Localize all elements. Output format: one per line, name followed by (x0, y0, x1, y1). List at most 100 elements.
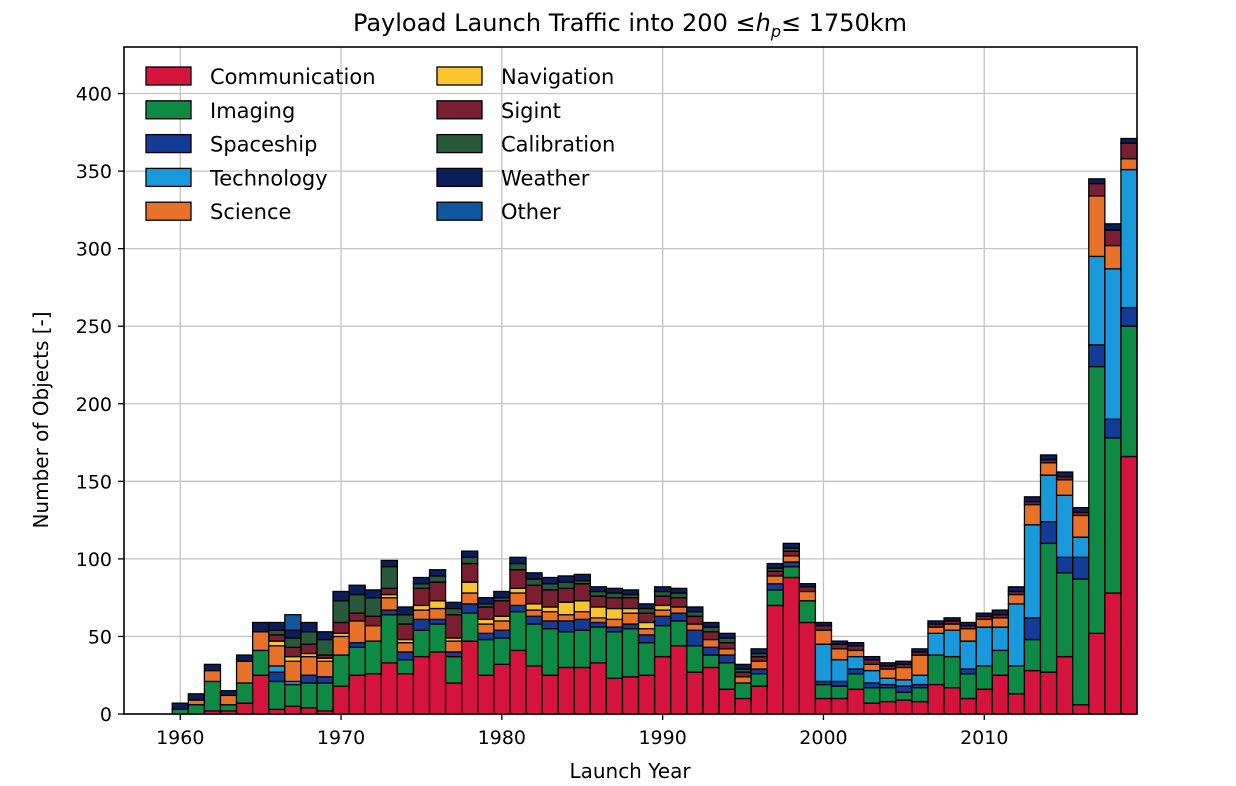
bar-segment-imaging (879, 686, 897, 703)
legend-item-spaceship: Spaceship (145, 133, 317, 157)
bar-segment-spaceship (895, 685, 913, 693)
legend-swatch (436, 100, 483, 120)
bar-segment-imaging (798, 600, 817, 624)
bar-segment-communication (686, 671, 704, 715)
bar-segment-weather (702, 621, 720, 628)
bar-segment-science (879, 668, 897, 679)
bar-segment-spaceship (782, 561, 800, 568)
bar-segment-imaging (525, 623, 543, 667)
bar-segment-weather (284, 629, 302, 639)
y-tick-label: 100 (76, 549, 112, 571)
bar-segment-imaging (718, 662, 736, 690)
bar-segment-communication (332, 685, 350, 715)
bar-segment-navigation (589, 606, 608, 619)
legend-item-calibration: Calibration (436, 133, 615, 157)
y-tick-label: 300 (76, 239, 112, 261)
bar-segment-communication (1055, 655, 1074, 715)
bar-segment-imaging (477, 638, 495, 676)
bar-segment-communication (637, 674, 656, 715)
bar-segment-navigation (525, 603, 543, 611)
x-tick-label: 2010 (960, 727, 1008, 749)
bar-segment-weather (798, 583, 817, 588)
bar-segment-imaging (203, 680, 222, 712)
bar-segment-imaging (766, 589, 784, 607)
bar-segment-imaging (1007, 665, 1026, 695)
bar-segment-spaceship (493, 629, 511, 639)
bar-segment-weather (814, 621, 833, 627)
bar-segment-weather (380, 559, 398, 568)
bar-segment-weather (493, 590, 511, 599)
bar-segment-weather (428, 569, 447, 577)
bar-segment-science (380, 597, 398, 611)
bar-segment-communication (991, 674, 1010, 715)
bar-segment-calibration (284, 637, 302, 648)
bar-segment-calibration (541, 583, 559, 591)
chart-title-le: ≤ (781, 9, 801, 37)
bar-segment-communication (927, 683, 945, 715)
y-tick-label: 0 (100, 704, 112, 726)
legend-label: Science (210, 200, 291, 224)
bar-segment-sigint (525, 584, 543, 605)
y-axis-label: Number of Objects [-] (29, 311, 53, 528)
bar-segment-sigint (1120, 142, 1138, 160)
bar-segment-weather (251, 621, 270, 633)
bar-segment-spaceship (316, 676, 334, 684)
bar-segment-weather (1055, 471, 1074, 478)
bar-segment-spaceship (396, 651, 415, 661)
bar-segment-communication (573, 666, 591, 715)
bar-segment-sigint (332, 621, 350, 634)
bar-segment-imaging (830, 685, 849, 700)
bar-segment-calibration (605, 592, 624, 599)
bar-segment-technology (863, 669, 881, 684)
bar-segment-weather (927, 620, 945, 625)
bar-segment-calibration (637, 607, 656, 614)
bar-segment-navigation (268, 640, 286, 647)
bar-segment-sigint (670, 597, 688, 608)
bar-segment-science (766, 575, 784, 585)
bar-segment-weather (830, 640, 849, 645)
bar-segment-spaceship (846, 668, 865, 675)
bar-segment-sigint (718, 641, 736, 650)
bar-segment-imaging (895, 691, 913, 701)
x-tick-label: 1960 (156, 727, 204, 749)
bar-segment-imaging (493, 637, 511, 666)
bar-segment-imaging (782, 565, 800, 579)
bar-segment-science (235, 660, 254, 684)
bar-segment-communication (251, 674, 270, 715)
bar-segment-imaging (863, 686, 881, 704)
bar-segment-imaging (316, 682, 334, 712)
bar-segment-weather (718, 632, 736, 639)
bar-segment-calibration (718, 637, 736, 644)
bar-segment-technology (911, 674, 929, 686)
bar-segment-technology (943, 629, 961, 658)
legend-label: Sigint (501, 99, 561, 123)
chart-title-h: h (756, 9, 771, 37)
y-tick-label: 50 (88, 626, 112, 648)
bar-segment-sigint (589, 595, 608, 608)
bar-segment-sigint (830, 643, 849, 650)
bar-segment-communication (235, 702, 254, 715)
bar-segment-communication (1088, 632, 1106, 715)
bar-segment-spaceship (830, 680, 849, 687)
bar-segment-weather (1120, 137, 1138, 144)
bar-segment-communication (653, 655, 672, 715)
bar-segment-science (396, 641, 415, 653)
bar-segment-imaging (1023, 638, 1042, 672)
bar-segment-science (187, 699, 206, 706)
grid (124, 47, 1137, 715)
bar-segment-communication (509, 649, 527, 715)
bar-segment-navigation (573, 600, 591, 613)
bar-segment-technology (1039, 474, 1058, 523)
bar-segment-communication (300, 707, 318, 715)
bar-segment-calibration (461, 556, 479, 565)
bar-segment-communication (396, 673, 415, 715)
bar-segment-science (573, 610, 591, 621)
bar-segment-calibration (702, 626, 720, 633)
bar-segment-weather (444, 601, 463, 610)
bar-segment-weather (653, 586, 672, 593)
bar-segment-science (1055, 479, 1074, 496)
bar-segment-communication (380, 662, 398, 715)
bar-segment-calibration (316, 638, 334, 656)
bar-segment-communication (1023, 669, 1042, 715)
legend-swatch (436, 66, 483, 86)
